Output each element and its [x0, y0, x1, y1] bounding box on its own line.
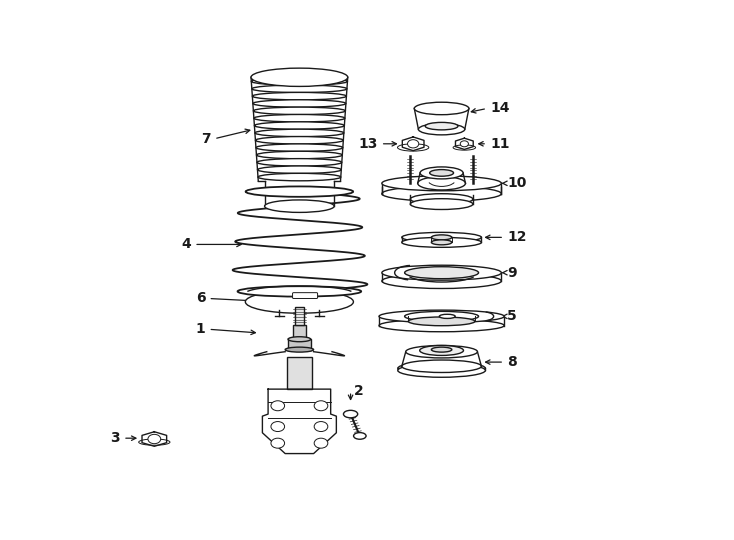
Ellipse shape [379, 310, 504, 322]
Ellipse shape [420, 346, 463, 355]
Ellipse shape [404, 312, 479, 321]
Bar [288, 339, 310, 349]
Ellipse shape [245, 291, 354, 313]
Ellipse shape [253, 107, 346, 114]
Ellipse shape [420, 167, 463, 179]
Polygon shape [142, 432, 167, 446]
Ellipse shape [382, 265, 501, 280]
Ellipse shape [354, 433, 366, 439]
Ellipse shape [382, 186, 501, 201]
Ellipse shape [246, 186, 353, 197]
Ellipse shape [432, 235, 452, 240]
Ellipse shape [398, 361, 485, 375]
Circle shape [314, 438, 328, 448]
Ellipse shape [398, 144, 429, 151]
Text: 5: 5 [507, 309, 517, 323]
Ellipse shape [418, 177, 465, 190]
Ellipse shape [285, 347, 313, 352]
Polygon shape [456, 138, 473, 150]
Ellipse shape [252, 100, 346, 107]
Ellipse shape [258, 166, 341, 173]
Ellipse shape [238, 286, 361, 296]
Text: 11: 11 [490, 137, 509, 151]
Text: 8: 8 [507, 355, 517, 369]
Circle shape [407, 140, 419, 148]
Ellipse shape [252, 85, 347, 92]
Ellipse shape [418, 124, 465, 135]
Ellipse shape [429, 170, 454, 176]
Ellipse shape [401, 232, 482, 242]
Text: 13: 13 [358, 137, 378, 151]
Circle shape [314, 422, 328, 431]
Ellipse shape [256, 151, 342, 159]
FancyBboxPatch shape [293, 293, 318, 299]
Text: 4: 4 [181, 238, 192, 252]
Circle shape [148, 434, 161, 444]
Ellipse shape [432, 240, 452, 245]
Circle shape [271, 422, 285, 431]
Ellipse shape [398, 363, 485, 377]
Text: 7: 7 [202, 132, 211, 146]
Text: 6: 6 [196, 292, 206, 306]
Ellipse shape [440, 314, 455, 319]
Ellipse shape [401, 238, 482, 247]
Bar [293, 325, 305, 339]
Ellipse shape [382, 274, 501, 288]
Ellipse shape [379, 319, 504, 332]
Text: 14: 14 [490, 102, 509, 116]
Ellipse shape [257, 159, 342, 166]
Ellipse shape [251, 78, 347, 85]
Text: 12: 12 [507, 231, 526, 245]
Ellipse shape [425, 123, 458, 130]
Ellipse shape [408, 317, 475, 326]
Ellipse shape [254, 114, 345, 122]
Text: 3: 3 [111, 431, 120, 445]
Ellipse shape [414, 102, 469, 114]
Ellipse shape [255, 122, 344, 129]
Bar [295, 307, 304, 325]
Circle shape [271, 401, 285, 411]
Ellipse shape [410, 194, 473, 205]
Circle shape [314, 401, 328, 411]
Ellipse shape [404, 267, 479, 279]
Text: 10: 10 [507, 176, 526, 190]
Ellipse shape [453, 145, 476, 150]
Ellipse shape [406, 346, 477, 358]
Ellipse shape [255, 129, 344, 137]
Ellipse shape [288, 337, 310, 342]
Circle shape [271, 438, 285, 448]
Ellipse shape [382, 176, 501, 191]
Polygon shape [402, 137, 424, 151]
Ellipse shape [401, 360, 482, 373]
Polygon shape [262, 389, 336, 454]
Ellipse shape [139, 439, 170, 446]
Text: 1: 1 [196, 322, 206, 336]
Text: 2: 2 [354, 384, 363, 398]
Ellipse shape [264, 200, 334, 212]
Ellipse shape [258, 173, 341, 181]
Ellipse shape [256, 144, 343, 151]
Ellipse shape [251, 68, 348, 86]
Ellipse shape [252, 92, 346, 100]
Circle shape [460, 141, 468, 147]
Ellipse shape [410, 199, 473, 210]
Text: 9: 9 [507, 266, 517, 280]
Ellipse shape [432, 347, 452, 352]
Ellipse shape [255, 137, 344, 144]
Bar [287, 357, 312, 389]
Ellipse shape [344, 410, 357, 418]
